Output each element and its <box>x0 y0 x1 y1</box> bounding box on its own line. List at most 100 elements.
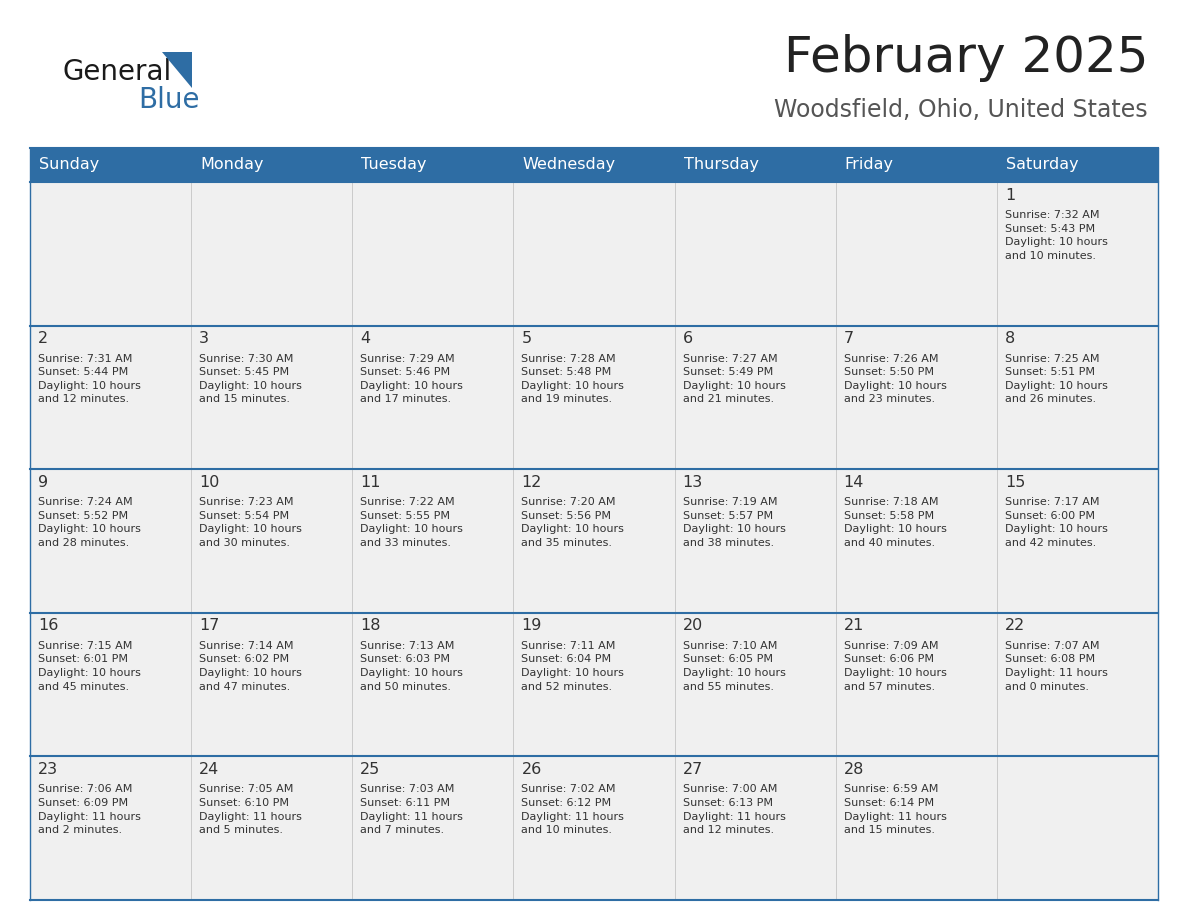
Text: Sunrise: 7:15 AM
Sunset: 6:01 PM
Daylight: 10 hours
and 45 minutes.: Sunrise: 7:15 AM Sunset: 6:01 PM Dayligh… <box>38 641 141 691</box>
Text: 14: 14 <box>843 475 864 489</box>
Text: 2: 2 <box>38 331 49 346</box>
Text: Sunrise: 7:25 AM
Sunset: 5:51 PM
Daylight: 10 hours
and 26 minutes.: Sunrise: 7:25 AM Sunset: 5:51 PM Dayligh… <box>1005 353 1107 405</box>
Text: Saturday: Saturday <box>1006 158 1079 173</box>
Bar <box>30 326 191 469</box>
Bar <box>997 756 1158 900</box>
Text: Sunrise: 7:10 AM
Sunset: 6:05 PM
Daylight: 10 hours
and 55 minutes.: Sunrise: 7:10 AM Sunset: 6:05 PM Dayligh… <box>683 641 785 691</box>
Text: Sunrise: 7:30 AM
Sunset: 5:45 PM
Daylight: 10 hours
and 15 minutes.: Sunrise: 7:30 AM Sunset: 5:45 PM Dayligh… <box>200 353 302 405</box>
Bar <box>353 756 513 900</box>
Text: Sunrise: 7:18 AM
Sunset: 5:58 PM
Daylight: 10 hours
and 40 minutes.: Sunrise: 7:18 AM Sunset: 5:58 PM Dayligh… <box>843 498 947 548</box>
Text: 25: 25 <box>360 762 380 777</box>
Text: 9: 9 <box>38 475 49 489</box>
Text: 13: 13 <box>683 475 703 489</box>
Polygon shape <box>162 52 192 88</box>
Text: 6: 6 <box>683 331 693 346</box>
Text: Sunrise: 6:59 AM
Sunset: 6:14 PM
Daylight: 11 hours
and 15 minutes.: Sunrise: 6:59 AM Sunset: 6:14 PM Dayligh… <box>843 784 947 835</box>
Text: Thursday: Thursday <box>683 158 759 173</box>
Bar <box>835 469 997 613</box>
Text: 7: 7 <box>843 331 854 346</box>
Text: Sunrise: 7:02 AM
Sunset: 6:12 PM
Daylight: 11 hours
and 10 minutes.: Sunrise: 7:02 AM Sunset: 6:12 PM Dayligh… <box>522 784 625 835</box>
Text: General: General <box>62 58 171 86</box>
Bar <box>513 469 675 613</box>
Bar <box>353 148 513 182</box>
Text: 1: 1 <box>1005 187 1015 203</box>
Bar <box>353 182 513 326</box>
Text: Sunrise: 7:28 AM
Sunset: 5:48 PM
Daylight: 10 hours
and 19 minutes.: Sunrise: 7:28 AM Sunset: 5:48 PM Dayligh… <box>522 353 625 405</box>
Text: 16: 16 <box>38 619 58 633</box>
Text: 15: 15 <box>1005 475 1025 489</box>
Text: Sunrise: 7:00 AM
Sunset: 6:13 PM
Daylight: 11 hours
and 12 minutes.: Sunrise: 7:00 AM Sunset: 6:13 PM Dayligh… <box>683 784 785 835</box>
Text: Sunrise: 7:22 AM
Sunset: 5:55 PM
Daylight: 10 hours
and 33 minutes.: Sunrise: 7:22 AM Sunset: 5:55 PM Dayligh… <box>360 498 463 548</box>
Bar <box>353 326 513 469</box>
Text: Sunday: Sunday <box>39 158 100 173</box>
Text: 4: 4 <box>360 331 371 346</box>
Bar <box>513 148 675 182</box>
Bar <box>513 613 675 756</box>
Text: 17: 17 <box>200 619 220 633</box>
Text: Sunrise: 7:20 AM
Sunset: 5:56 PM
Daylight: 10 hours
and 35 minutes.: Sunrise: 7:20 AM Sunset: 5:56 PM Dayligh… <box>522 498 625 548</box>
Bar <box>997 469 1158 613</box>
Text: 23: 23 <box>38 762 58 777</box>
Text: 8: 8 <box>1005 331 1015 346</box>
Bar <box>835 148 997 182</box>
Bar <box>30 148 191 182</box>
Bar <box>835 756 997 900</box>
Text: 10: 10 <box>200 475 220 489</box>
Text: 28: 28 <box>843 762 864 777</box>
Text: Blue: Blue <box>138 86 200 114</box>
Bar <box>30 182 191 326</box>
Text: Sunrise: 7:31 AM
Sunset: 5:44 PM
Daylight: 10 hours
and 12 minutes.: Sunrise: 7:31 AM Sunset: 5:44 PM Dayligh… <box>38 353 141 405</box>
Bar <box>675 469 835 613</box>
Text: Sunrise: 7:14 AM
Sunset: 6:02 PM
Daylight: 10 hours
and 47 minutes.: Sunrise: 7:14 AM Sunset: 6:02 PM Dayligh… <box>200 641 302 691</box>
Text: 3: 3 <box>200 331 209 346</box>
Text: Sunrise: 7:17 AM
Sunset: 6:00 PM
Daylight: 10 hours
and 42 minutes.: Sunrise: 7:17 AM Sunset: 6:00 PM Dayligh… <box>1005 498 1107 548</box>
Text: Sunrise: 7:32 AM
Sunset: 5:43 PM
Daylight: 10 hours
and 10 minutes.: Sunrise: 7:32 AM Sunset: 5:43 PM Dayligh… <box>1005 210 1107 261</box>
Text: Sunrise: 7:09 AM
Sunset: 6:06 PM
Daylight: 10 hours
and 57 minutes.: Sunrise: 7:09 AM Sunset: 6:06 PM Dayligh… <box>843 641 947 691</box>
Text: February 2025: February 2025 <box>784 34 1148 82</box>
Bar <box>675 148 835 182</box>
Text: 27: 27 <box>683 762 703 777</box>
Bar <box>513 756 675 900</box>
Text: Wednesday: Wednesday <box>523 158 615 173</box>
Bar <box>30 756 191 900</box>
Text: Sunrise: 7:03 AM
Sunset: 6:11 PM
Daylight: 11 hours
and 7 minutes.: Sunrise: 7:03 AM Sunset: 6:11 PM Dayligh… <box>360 784 463 835</box>
Text: Friday: Friday <box>845 158 893 173</box>
Text: Tuesday: Tuesday <box>361 158 426 173</box>
Bar <box>835 182 997 326</box>
Bar <box>353 469 513 613</box>
Text: Monday: Monday <box>200 158 264 173</box>
Bar <box>353 613 513 756</box>
Text: Sunrise: 7:27 AM
Sunset: 5:49 PM
Daylight: 10 hours
and 21 minutes.: Sunrise: 7:27 AM Sunset: 5:49 PM Dayligh… <box>683 353 785 405</box>
Bar <box>997 613 1158 756</box>
Text: 24: 24 <box>200 762 220 777</box>
Bar <box>191 756 353 900</box>
Text: 20: 20 <box>683 619 703 633</box>
Bar <box>191 469 353 613</box>
Text: 22: 22 <box>1005 619 1025 633</box>
Text: Sunrise: 7:26 AM
Sunset: 5:50 PM
Daylight: 10 hours
and 23 minutes.: Sunrise: 7:26 AM Sunset: 5:50 PM Dayligh… <box>843 353 947 405</box>
Bar <box>675 756 835 900</box>
Bar <box>997 326 1158 469</box>
Text: 11: 11 <box>360 475 381 489</box>
Bar <box>835 326 997 469</box>
Bar <box>997 148 1158 182</box>
Text: Sunrise: 7:24 AM
Sunset: 5:52 PM
Daylight: 10 hours
and 28 minutes.: Sunrise: 7:24 AM Sunset: 5:52 PM Dayligh… <box>38 498 141 548</box>
Bar <box>191 182 353 326</box>
Text: Sunrise: 7:06 AM
Sunset: 6:09 PM
Daylight: 11 hours
and 2 minutes.: Sunrise: 7:06 AM Sunset: 6:09 PM Dayligh… <box>38 784 141 835</box>
Text: Sunrise: 7:07 AM
Sunset: 6:08 PM
Daylight: 11 hours
and 0 minutes.: Sunrise: 7:07 AM Sunset: 6:08 PM Dayligh… <box>1005 641 1107 691</box>
Text: Woodsfield, Ohio, United States: Woodsfield, Ohio, United States <box>775 98 1148 122</box>
Text: 19: 19 <box>522 619 542 633</box>
Text: Sunrise: 7:05 AM
Sunset: 6:10 PM
Daylight: 11 hours
and 5 minutes.: Sunrise: 7:05 AM Sunset: 6:10 PM Dayligh… <box>200 784 302 835</box>
Bar <box>30 469 191 613</box>
Bar <box>513 326 675 469</box>
Bar <box>30 613 191 756</box>
Bar <box>675 613 835 756</box>
Bar <box>675 326 835 469</box>
Bar <box>835 613 997 756</box>
Text: 21: 21 <box>843 619 864 633</box>
Text: Sunrise: 7:19 AM
Sunset: 5:57 PM
Daylight: 10 hours
and 38 minutes.: Sunrise: 7:19 AM Sunset: 5:57 PM Dayligh… <box>683 498 785 548</box>
Text: Sunrise: 7:13 AM
Sunset: 6:03 PM
Daylight: 10 hours
and 50 minutes.: Sunrise: 7:13 AM Sunset: 6:03 PM Dayligh… <box>360 641 463 691</box>
Text: 5: 5 <box>522 331 531 346</box>
Bar <box>997 182 1158 326</box>
Bar <box>191 326 353 469</box>
